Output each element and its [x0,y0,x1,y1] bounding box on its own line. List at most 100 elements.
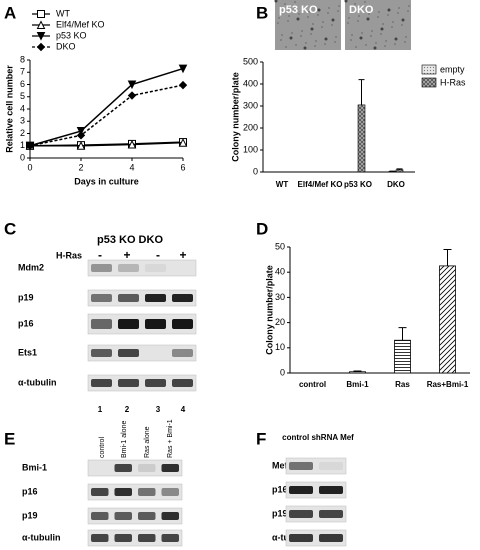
y-tick-label: 8 [20,54,25,64]
speck [334,41,336,43]
band [161,464,179,472]
speck [368,13,370,15]
speck [375,42,377,44]
blot-strip [87,459,183,477]
speck [285,46,287,48]
band [138,512,156,520]
speck [357,20,359,22]
speck [350,39,352,41]
x-tick-label: 2 [78,162,83,172]
speck [317,14,319,16]
band [91,319,112,329]
band [319,486,343,494]
band [319,462,343,470]
speck [327,12,329,14]
speck [384,45,386,47]
y-tick-label: 0 [20,152,25,162]
y-tick-label: 7 [20,67,25,77]
band [145,294,166,302]
row-label: Mdm2 [18,262,44,272]
micrograph [275,0,341,50]
speck [373,46,377,50]
panel-letter: F [256,429,266,448]
speck [338,5,340,7]
band [91,512,109,520]
x-tick-label: control [299,380,326,389]
speck [310,33,312,35]
band [118,319,139,329]
speck [347,22,349,24]
legend-label: Elf4/Mef KO [56,19,105,29]
speck [335,36,337,38]
y-tick-label: 500 [243,56,258,66]
y-tick-label: 30 [275,292,285,302]
speck [365,44,367,46]
marker [178,80,188,90]
row-label: p16 [272,484,288,494]
speck [391,26,393,28]
x-tick-label: 0 [27,162,32,172]
band [118,264,139,272]
blot-strip [87,344,197,362]
speck [394,43,396,45]
x-tick-label: WT [276,180,289,189]
speck [392,21,394,23]
band [114,534,132,542]
error-bar [353,370,362,372]
lane-label: Bmi-1 alone [121,421,128,458]
speck [331,18,335,22]
speck [380,27,384,31]
band [145,264,166,272]
speck [280,39,282,41]
band [319,534,343,542]
marker [127,80,137,90]
speck [281,34,283,36]
lane-label: control [99,437,106,458]
treatment-sign: + [179,248,186,262]
band [161,512,179,520]
speck [364,1,366,3]
y-tick-label: 2 [20,128,25,138]
legend-swatch [421,64,437,75]
speck [296,17,300,21]
blot-strip [87,259,197,277]
speck [408,5,410,7]
band [118,349,139,357]
band [319,510,343,518]
y-axis-label: Colony number/plate [230,72,240,162]
speck [387,14,389,16]
series-line [29,67,184,147]
speck [291,32,293,34]
x-tick-label: Ras [395,380,410,389]
speck [348,17,350,19]
x-tick-label: Bmi-1 [346,380,369,389]
panel-letter: E [4,429,15,448]
y-tick-label: 4 [20,103,25,113]
speck [321,26,323,28]
row-label: p19 [272,508,288,518]
speck [307,16,309,18]
speck [351,34,353,36]
y-tick-label: 1 [20,140,25,150]
annotation: DKO [349,4,374,16]
marker [178,64,188,74]
lane-label: Ras alone [144,426,151,458]
blot-header: p53 KO DKO [97,234,163,246]
y-tick-label: 0 [280,367,285,377]
marker [36,20,46,29]
marker [178,138,188,147]
speck [288,15,290,17]
y-axis-label: Colony number/plate [264,265,274,355]
marker [127,139,137,149]
band [145,379,166,387]
row-label: α-tubulin [18,377,57,387]
legend-label: p53 KO [56,30,87,40]
micrograph [345,0,411,50]
band [138,464,156,472]
x-tick-label: 4 [129,162,134,172]
legend-label: DKO [56,41,76,51]
panel-letter: C [4,219,16,238]
row-label: p19 [18,292,34,302]
